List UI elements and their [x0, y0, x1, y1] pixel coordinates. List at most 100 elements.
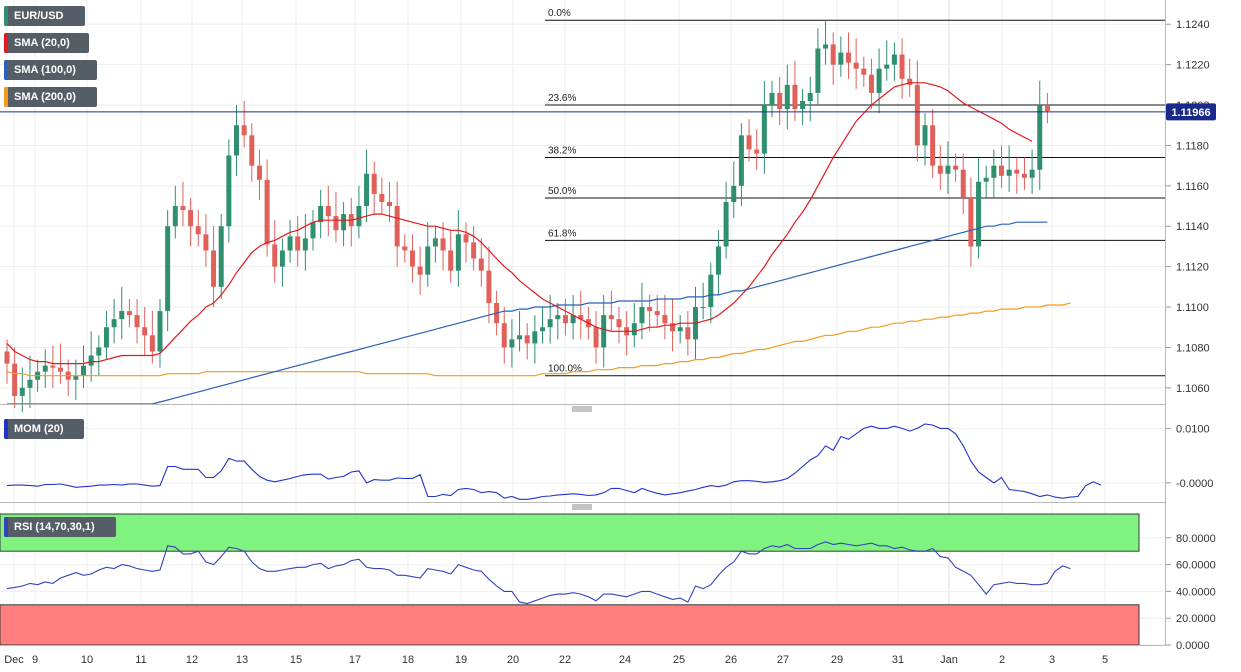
rsi-y-label: 40.0000 — [1176, 586, 1216, 598]
candle-body — [532, 331, 538, 344]
candle-body — [341, 214, 347, 231]
sma100-line — [7, 221, 1048, 405]
candle-body — [647, 307, 653, 312]
candle-body — [540, 327, 545, 332]
candle-body — [42, 365, 48, 372]
x-tick-label: 19 — [455, 654, 467, 666]
candle-body — [700, 307, 706, 309]
price-y-label: 1.1060 — [1176, 383, 1210, 395]
candle-body — [203, 234, 209, 251]
x-axis-labels: Dec 9 10 11 12 13 15 17 18 19 20 22 24 25 26 27 29 31 Jan 2… — [4, 654, 1108, 666]
candle-body — [455, 234, 461, 271]
rsi-swatch — [4, 517, 8, 537]
resize-handle-1[interactable] — [572, 406, 592, 412]
candle-body — [815, 48, 821, 93]
candle-body — [371, 173, 377, 194]
candle-body — [4, 351, 10, 364]
candle-body — [922, 125, 928, 146]
legend-sma200-label: SMA (200,0) — [14, 91, 76, 103]
legend-mom[interactable]: MOM (20) — [4, 419, 84, 439]
sma20-line — [6, 82, 1033, 365]
price-y-label: 1.1100 — [1176, 302, 1209, 314]
x-tick-label: 31 — [892, 654, 904, 666]
legend-sma20[interactable]: SMA (20,0) — [4, 33, 89, 53]
x-tick-label: 11 — [135, 654, 146, 666]
x-tick-label: Jan — [940, 654, 958, 666]
candle-body — [440, 238, 446, 251]
rsi-oversold-zone — [0, 604, 1140, 646]
legend-rsi[interactable]: RSI (14,70,30,1) — [4, 517, 116, 537]
candle-body — [88, 355, 94, 366]
candle-body — [287, 236, 293, 251]
candle-body — [715, 246, 721, 275]
candle-body — [172, 206, 178, 227]
price-tag: 1.11966 — [1166, 103, 1216, 121]
candle-body — [746, 135, 752, 150]
momentum-line — [6, 423, 1102, 500]
rsi-zones — [0, 513, 1140, 646]
candle-body — [486, 270, 492, 303]
candle-body — [868, 74, 874, 93]
rsi-y-label: 80.0000 — [1176, 533, 1216, 545]
x-tick-label: 27 — [777, 654, 789, 666]
candle-body — [142, 327, 148, 336]
candle-body — [639, 307, 645, 324]
candle-body — [930, 125, 936, 166]
candle-body — [570, 315, 576, 324]
candle-body — [555, 315, 561, 320]
candle-body — [945, 165, 951, 174]
legend-symbol[interactable]: EUR/USD — [4, 6, 85, 26]
price-y-label: 1.1240 — [1176, 19, 1210, 31]
candle-body — [58, 367, 64, 372]
legend-sma100-label: SMA (100,0) — [14, 64, 76, 76]
candle-body — [157, 311, 163, 352]
sma100-swatch — [4, 60, 8, 80]
candle-body — [218, 226, 224, 287]
candle-body — [249, 135, 255, 166]
rsi-y-label: 20.0000 — [1176, 613, 1216, 625]
candle-body — [838, 52, 844, 65]
candle-body — [279, 250, 285, 267]
x-tick-label: Dec — [4, 654, 24, 666]
candle-body — [670, 323, 676, 332]
candle-body — [738, 135, 744, 186]
candle-body — [432, 238, 438, 247]
candle-body — [685, 327, 691, 340]
candle-body — [907, 78, 913, 85]
momentum-panel[interactable] — [0, 412, 1166, 502]
resize-handle-2[interactable] — [572, 504, 592, 510]
candle-body — [501, 323, 507, 348]
candle-body — [792, 84, 798, 110]
x-tick-label: 29 — [831, 654, 843, 666]
candle-body — [968, 197, 974, 247]
candle-body — [302, 238, 308, 251]
sma200-line — [6, 302, 1071, 377]
price-y-label: 1.1080 — [1176, 342, 1210, 354]
candle-body — [96, 347, 102, 356]
candle-body — [976, 181, 982, 247]
candle-body — [876, 68, 882, 93]
fib-level-label: 23.6% — [548, 93, 576, 104]
symbol-swatch — [4, 6, 8, 26]
legend-sma100[interactable]: SMA (100,0) — [4, 60, 97, 80]
candle-body — [50, 365, 56, 368]
candle-body — [478, 258, 484, 271]
candle-body — [134, 315, 140, 328]
candle-body — [662, 315, 668, 324]
x-tick-label: 13 — [236, 654, 248, 666]
candle-body — [784, 84, 790, 110]
candle-body — [761, 105, 767, 154]
legend-sma200[interactable]: SMA (200,0) — [4, 87, 97, 107]
momentum-series-line — [6, 423, 1102, 500]
candle-body — [578, 315, 584, 320]
candle-body — [708, 274, 714, 308]
candle-body — [999, 165, 1004, 176]
candle-body — [608, 315, 614, 320]
candle-body — [593, 327, 599, 348]
candle-body — [211, 250, 217, 287]
candle-body — [1014, 169, 1020, 174]
candle-body — [81, 365, 86, 376]
rsi-overbought-zone — [0, 513, 1140, 552]
x-tick-label: 12 — [186, 654, 198, 666]
